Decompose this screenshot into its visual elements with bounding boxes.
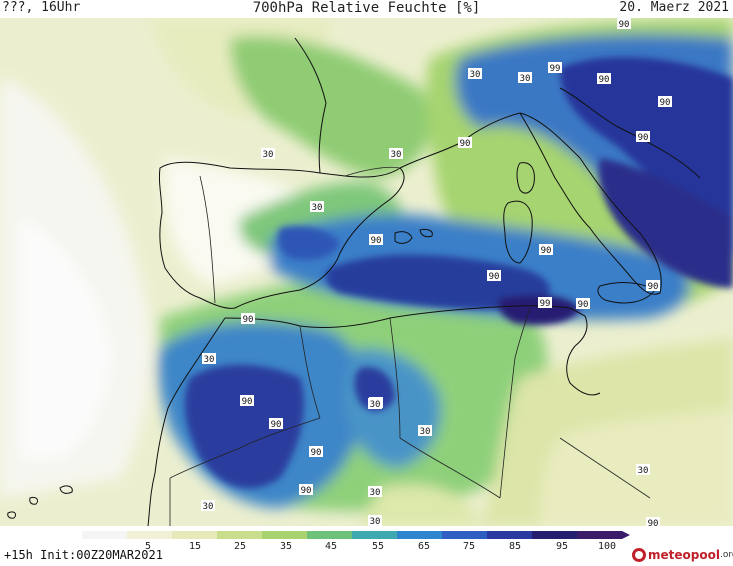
svg-text:30: 30 [312, 203, 323, 213]
svg-text:90: 90 [541, 246, 552, 256]
svg-text:30: 30 [204, 355, 215, 365]
contour-label: 90 [269, 418, 283, 430]
legend-tick-label: 100 [597, 541, 617, 552]
contour-label: 30 [518, 72, 532, 84]
legend-swatch [532, 531, 578, 539]
contour-label: 90 [299, 484, 313, 496]
contour-label: 90 [646, 280, 660, 292]
legend-swatch [352, 531, 398, 539]
legend-swatch [172, 531, 218, 539]
contour-label: 90 [369, 234, 383, 246]
svg-text:90: 90 [648, 282, 659, 292]
legend-tick-label: 25 [233, 541, 247, 552]
svg-text:90: 90 [271, 420, 282, 430]
legend-swatch [217, 531, 263, 539]
svg-text:30: 30 [370, 517, 381, 526]
legend-swatch [577, 531, 623, 539]
legend-swatch [397, 531, 443, 539]
legend-tick-label: 65 [417, 541, 431, 552]
legend-tick-label: 35 [279, 541, 293, 552]
contour-label: 90 [597, 73, 611, 85]
contour-label: 30 [261, 148, 275, 160]
legend-swatch [262, 531, 308, 539]
svg-text:90: 90 [242, 397, 253, 407]
contour-label: 30 [418, 425, 432, 437]
contour-label: 30 [368, 486, 382, 498]
forecast-date: 20. Maerz 2021 [619, 0, 729, 15]
svg-text:30: 30 [638, 466, 649, 476]
contour-label: 90 [487, 270, 501, 282]
svg-text:90: 90 [599, 75, 610, 85]
svg-text:99: 99 [540, 299, 551, 309]
svg-text:90: 90 [660, 98, 671, 108]
legend-tick-label: 85 [508, 541, 522, 552]
contour-label: 90 [576, 298, 590, 310]
contour-label: 90 [458, 137, 472, 149]
contour-label: 99 [548, 62, 562, 74]
contour-label: 90 [539, 244, 553, 256]
contour-label: 30 [202, 353, 216, 365]
map-title: 700hPa Relative Feuchte [%] [252, 0, 481, 16]
forecast-time-label: ???, 16Uhr [2, 0, 81, 15]
contour-label: 90 [617, 18, 631, 30]
svg-text:90: 90 [489, 272, 500, 282]
legend-swatch [307, 531, 353, 539]
legend-color-bar [82, 531, 630, 539]
legend-tick-label: 75 [462, 541, 476, 552]
svg-text:90: 90 [311, 448, 322, 458]
country-borders [169, 166, 651, 526]
svg-text:90: 90 [460, 139, 471, 149]
meteopool-logo[interactable]: meteopool .org [632, 546, 733, 564]
legend-end-arrow [622, 531, 630, 539]
svg-text:30: 30 [370, 488, 381, 498]
legend-tick-label: 45 [324, 541, 338, 552]
svg-text:30: 30 [420, 427, 431, 437]
contour-label: 30 [389, 148, 403, 160]
contour-label: 90 [309, 446, 323, 458]
svg-text:90: 90 [578, 300, 589, 310]
svg-text:30: 30 [370, 400, 381, 410]
legend-tick-label: 15 [188, 541, 202, 552]
header-bar: ???, 16Uhr 700hPa Relative Feuchte [%] 2… [0, 0, 733, 18]
svg-text:30: 30 [391, 150, 402, 160]
svg-text:90: 90 [648, 519, 659, 526]
svg-text:30: 30 [470, 70, 481, 80]
legend-ticks: 5 15 25 35 45 55 65 75 85 95 100 [0, 541, 733, 555]
legend-tick-label: 5 [144, 541, 152, 552]
contour-label: 90 [636, 131, 650, 143]
svg-text:90: 90 [619, 20, 630, 30]
svg-text:90: 90 [301, 486, 312, 496]
contour-label: 90 [241, 313, 255, 325]
svg-text:90: 90 [243, 315, 254, 325]
logo-suffix: .org [719, 550, 733, 560]
contour-label: 90 [240, 395, 254, 407]
contour-label: 30 [368, 515, 382, 526]
logo-icon [632, 548, 646, 562]
legend-swatch [82, 531, 128, 539]
humidity-map: 90 30 30 30 90 99 90 90 30 30 30 30 90 90 90 90 99 90 90 90… [0, 18, 733, 526]
contour-label: 30 [468, 68, 482, 80]
legend-tick-label: 95 [555, 541, 569, 552]
contour-label: 30 [201, 500, 215, 512]
svg-text:30: 30 [520, 74, 531, 84]
contour-label: 30 [310, 201, 324, 213]
legend-tick-label: 55 [371, 541, 385, 552]
contour-labels: 90 30 30 30 90 99 90 90 30 30 30 30 90 90 90 90 99 90 90 90… [201, 18, 672, 526]
svg-text:99: 99 [550, 64, 561, 74]
coastlines [7, 37, 701, 526]
svg-text:90: 90 [371, 236, 382, 246]
legend-swatch [442, 531, 488, 539]
svg-text:30: 30 [203, 502, 214, 512]
logo-text: meteopool [648, 548, 720, 562]
svg-text:30: 30 [263, 150, 274, 160]
svg-text:90: 90 [638, 133, 649, 143]
contour-label: 90 [646, 517, 660, 526]
contour-label: 90 [658, 96, 672, 108]
contour-label: 30 [636, 464, 650, 476]
init-time-label: +15h Init:00Z20MAR2021 [4, 548, 163, 562]
legend-swatch [127, 531, 173, 539]
contour-label: 99 [538, 297, 552, 309]
contour-label: 30 [368, 398, 382, 410]
legend-swatch [487, 531, 533, 539]
